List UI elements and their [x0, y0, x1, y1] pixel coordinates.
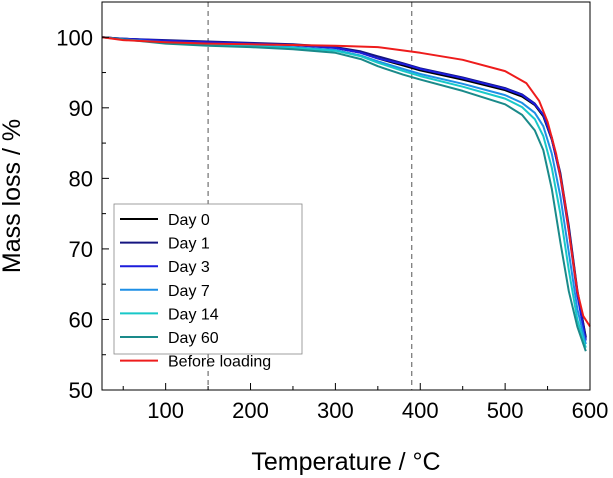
legend-label: Day 3: [168, 259, 210, 276]
legend-box: [113, 203, 303, 355]
x-axis-label: Temperature / °C: [251, 448, 440, 476]
x-tick-label: 500: [487, 398, 524, 423]
x-tick-label: 400: [402, 398, 439, 423]
legend-items: Day 0 Day 1 Day 3 Day 7 Day 14 Day 60 Before l…: [120, 212, 271, 371]
y-axis-label: Mass loss / %: [0, 119, 26, 273]
x-tick-label: 600: [572, 398, 609, 423]
legend-label: Before loading: [168, 354, 271, 371]
legend-label: Day 7: [168, 283, 210, 300]
y-tick-label: 90: [69, 96, 93, 121]
plot-frame: [101, 1, 591, 391]
x-tick-label: 300: [317, 398, 354, 423]
x-tick-label: 200: [232, 398, 269, 423]
axis-ticks: 100 200 300 400 500 600 50 60 70 80 90 100: [56, 25, 608, 423]
series-line-day-60: [101, 36, 587, 352]
legend-label: Day 60: [168, 330, 219, 347]
y-tick-label: 60: [69, 307, 93, 332]
x-tick-label: 100: [147, 398, 184, 423]
legend-label: Day 14: [168, 306, 219, 323]
legend-label: Day 0: [168, 212, 210, 229]
legend: Day 0 Day 1 Day 3 Day 7 Day 14 Day 60 Before l…: [113, 203, 303, 371]
legend-label: Day 1: [168, 236, 210, 253]
y-tick-label: 70: [69, 237, 93, 262]
y-tick-label: 80: [69, 166, 93, 191]
series-lines: [101, 36, 591, 352]
y-tick-label: 100: [56, 25, 93, 50]
series-line-before-loading: [101, 36, 591, 328]
y-tick-label: 50: [69, 378, 93, 403]
